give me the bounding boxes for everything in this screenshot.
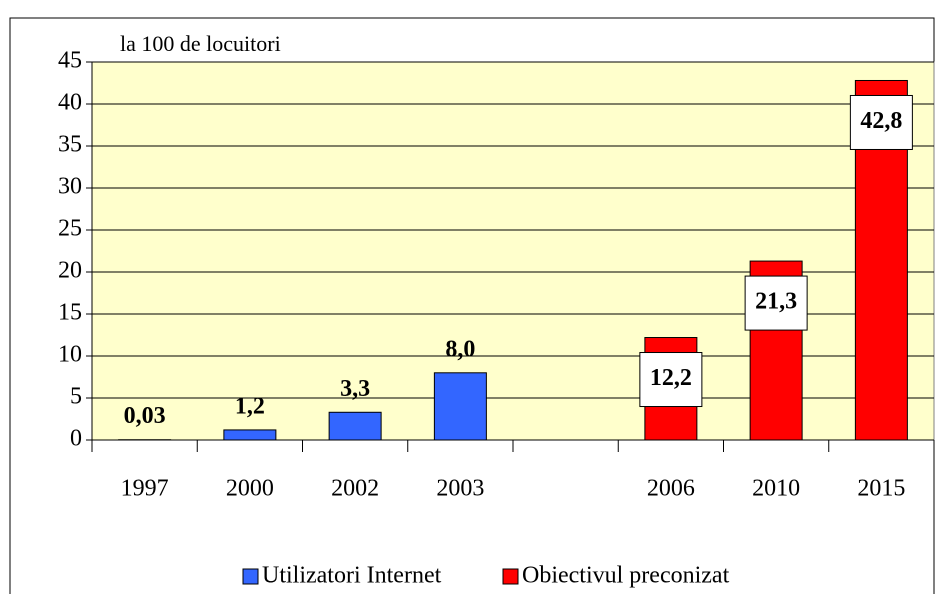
y-tick-label: 40 (58, 90, 82, 116)
x-tick-label: 2000 (226, 476, 274, 502)
value-label: 12,2 (650, 365, 692, 391)
bar (223, 429, 277, 441)
annotation: la 100 de locuitori (120, 31, 281, 56)
x-tick-label: 2015 (857, 476, 905, 502)
y-tick-label: 0 (70, 426, 82, 452)
x-tick-label: 2010 (752, 476, 800, 502)
bar (433, 372, 487, 441)
legend-label: Utilizatori Internet (262, 563, 442, 589)
value-label: 42,8 (860, 108, 902, 134)
y-tick-label: 15 (58, 300, 82, 326)
y-tick-label: 30 (58, 174, 82, 200)
value-label: 0,03 (124, 403, 166, 429)
legend-label: Obiectivul preconizat (522, 563, 730, 589)
y-tick-label: 10 (58, 342, 82, 368)
plot-area (91, 61, 935, 441)
legend-swatch (502, 568, 519, 585)
y-tick-label: 35 (58, 132, 82, 158)
x-tick-label: 2003 (436, 476, 484, 502)
y-tick-label: 20 (58, 258, 82, 284)
value-label: 8,0 (445, 336, 475, 362)
y-tick-label: 25 (58, 216, 82, 242)
value-label: 21,3 (755, 289, 797, 315)
value-label: 1,2 (235, 393, 265, 419)
x-tick-label: 2002 (331, 476, 379, 502)
y-tick-label: 45 (58, 48, 82, 74)
x-tick-label: 1997 (121, 476, 169, 502)
value-label-box (849, 94, 913, 150)
bar (328, 411, 382, 441)
x-tick-label: 2006 (647, 476, 695, 502)
value-label: 3,3 (340, 376, 370, 402)
value-label-box (639, 352, 703, 408)
y-tick-label: 5 (70, 384, 82, 410)
value-label-box (744, 275, 808, 331)
legend-swatch (242, 568, 259, 585)
